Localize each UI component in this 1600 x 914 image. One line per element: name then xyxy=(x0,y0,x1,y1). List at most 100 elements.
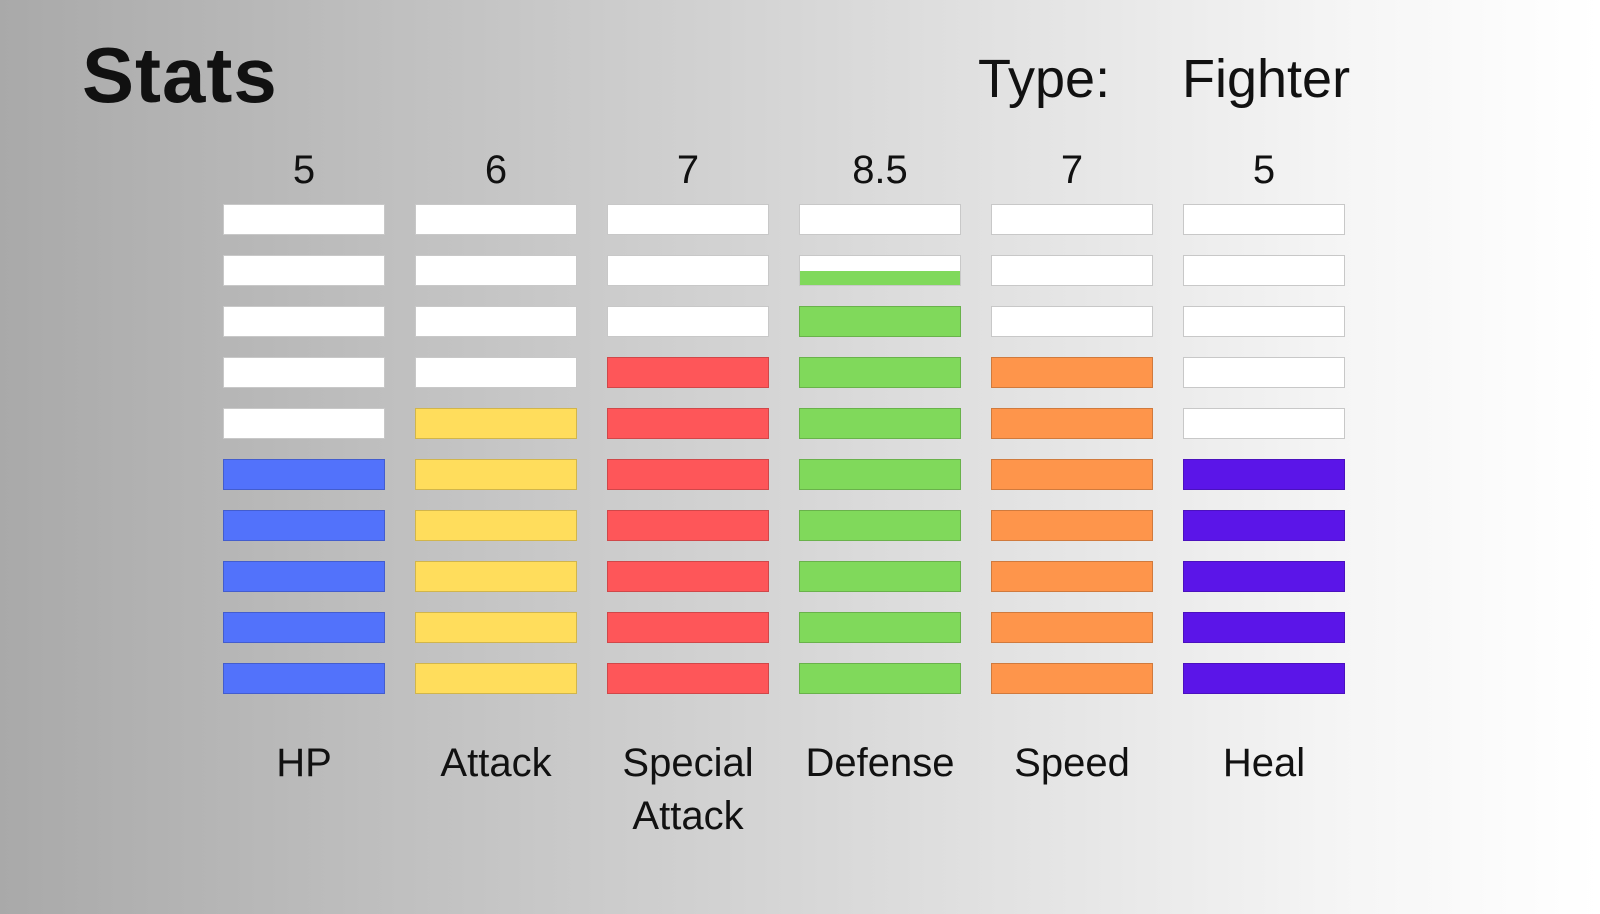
bar-segment-defense-7 xyxy=(799,357,961,388)
bar-segment-defense-4 xyxy=(799,510,961,541)
category-label-special-attack: Special Attack xyxy=(588,737,788,843)
bar-segment-special-attack-5 xyxy=(607,459,769,490)
bar-fill-hp-2 xyxy=(224,613,384,642)
bar-segment-defense-2 xyxy=(799,612,961,643)
bar-fill-defense-3 xyxy=(800,562,960,591)
bar-fill-heal-4 xyxy=(1184,511,1344,540)
bar-segment-heal-7 xyxy=(1183,357,1345,388)
bar-segment-attack-2 xyxy=(415,612,577,643)
bar-segment-special-attack-7 xyxy=(607,357,769,388)
category-label-line: Attack xyxy=(440,741,552,785)
bar-segment-speed-3 xyxy=(991,561,1153,592)
bar-segment-special-attack-10 xyxy=(607,204,769,235)
bar-segment-attack-7 xyxy=(415,357,577,388)
category-label-heal: Heal xyxy=(1164,737,1364,790)
bar-fill-hp-4 xyxy=(224,511,384,540)
stat-value-speed: 7 xyxy=(1060,148,1084,192)
bar-segment-heal-3 xyxy=(1183,561,1345,592)
bar-fill-defense-1 xyxy=(800,664,960,693)
bar-segment-hp-6 xyxy=(223,408,385,439)
bar-fill-attack-3 xyxy=(416,562,576,591)
bar-segment-special-attack-3 xyxy=(607,561,769,592)
bar-segment-defense-9 xyxy=(799,255,961,286)
bar-segment-hp-9 xyxy=(223,255,385,286)
bar-fill-speed-6 xyxy=(992,409,1152,438)
bar-fill-special-attack-7 xyxy=(608,358,768,387)
category-label-line: HP xyxy=(276,741,332,785)
bar-segment-attack-10 xyxy=(415,204,577,235)
stat-value-heal: 5 xyxy=(1252,148,1276,192)
bar-fill-speed-2 xyxy=(992,613,1152,642)
bar-segment-speed-1 xyxy=(991,663,1153,694)
bar-segment-attack-8 xyxy=(415,306,577,337)
type-label: Type: xyxy=(978,49,1111,109)
stat-value-attack: 6 xyxy=(484,148,508,192)
bar-segment-attack-3 xyxy=(415,561,577,592)
bar-fill-attack-5 xyxy=(416,460,576,489)
bar-fill-special-attack-4 xyxy=(608,511,768,540)
bar-segment-speed-10 xyxy=(991,204,1153,235)
category-label-line: Defense xyxy=(805,741,955,785)
bar-fill-speed-5 xyxy=(992,460,1152,489)
bar-fill-defense-5 xyxy=(800,460,960,489)
bar-fill-attack-6 xyxy=(416,409,576,438)
bar-fill-hp-5 xyxy=(224,460,384,489)
bar-fill-defense-4 xyxy=(800,511,960,540)
bar-fill-attack-4 xyxy=(416,511,576,540)
bar-fill-hp-1 xyxy=(224,664,384,693)
bar-segment-defense-3 xyxy=(799,561,961,592)
bar-segment-hp-10 xyxy=(223,204,385,235)
bar-segment-speed-2 xyxy=(991,612,1153,643)
bar-segment-special-attack-6 xyxy=(607,408,769,439)
bar-segment-special-attack-4 xyxy=(607,510,769,541)
page-title: Stats xyxy=(82,31,278,119)
stat-value-defense: 8.5 xyxy=(852,148,908,192)
bar-segment-hp-7 xyxy=(223,357,385,388)
bar-segment-hp-4 xyxy=(223,510,385,541)
bar-segment-speed-5 xyxy=(991,459,1153,490)
bar-segment-heal-1 xyxy=(1183,663,1345,694)
bar-segment-defense-8 xyxy=(799,306,961,337)
bar-fill-attack-1 xyxy=(416,664,576,693)
bar-segment-attack-5 xyxy=(415,459,577,490)
bar-segment-speed-9 xyxy=(991,255,1153,286)
bar-fill-speed-1 xyxy=(992,664,1152,693)
bar-fill-attack-2 xyxy=(416,613,576,642)
bar-segment-defense-5 xyxy=(799,459,961,490)
bar-segment-defense-1 xyxy=(799,663,961,694)
type-value: Fighter xyxy=(1182,49,1351,109)
bar-fill-hp-3 xyxy=(224,562,384,591)
bar-fill-special-attack-1 xyxy=(608,664,768,693)
bar-segment-speed-8 xyxy=(991,306,1153,337)
bar-segment-speed-4 xyxy=(991,510,1153,541)
bar-fill-heal-5 xyxy=(1184,460,1344,489)
bar-segment-hp-2 xyxy=(223,612,385,643)
bar-segment-hp-3 xyxy=(223,561,385,592)
category-label-hp: HP xyxy=(204,737,404,790)
bar-segment-speed-7 xyxy=(991,357,1153,388)
bar-segment-special-attack-1 xyxy=(607,663,769,694)
bar-segment-attack-4 xyxy=(415,510,577,541)
bar-fill-special-attack-5 xyxy=(608,460,768,489)
bar-segment-heal-2 xyxy=(1183,612,1345,643)
bar-fill-speed-4 xyxy=(992,511,1152,540)
bar-fill-heal-2 xyxy=(1184,613,1344,642)
bar-fill-defense-9 xyxy=(800,270,960,285)
bar-segment-speed-6 xyxy=(991,408,1153,439)
bar-segment-special-attack-8 xyxy=(607,306,769,337)
bar-fill-heal-1 xyxy=(1184,664,1344,693)
bar-segment-attack-1 xyxy=(415,663,577,694)
bar-segment-special-attack-9 xyxy=(607,255,769,286)
bar-fill-defense-6 xyxy=(800,409,960,438)
bar-segment-heal-5 xyxy=(1183,459,1345,490)
category-label-line: Special xyxy=(622,741,754,785)
bar-fill-defense-8 xyxy=(800,307,960,336)
bar-fill-heal-3 xyxy=(1184,562,1344,591)
bar-segment-heal-4 xyxy=(1183,510,1345,541)
category-label-line: Heal xyxy=(1222,741,1306,785)
bar-fill-speed-3 xyxy=(992,562,1152,591)
category-label-speed: Speed xyxy=(972,737,1172,790)
bar-segment-defense-10 xyxy=(799,204,961,235)
bar-segment-hp-1 xyxy=(223,663,385,694)
